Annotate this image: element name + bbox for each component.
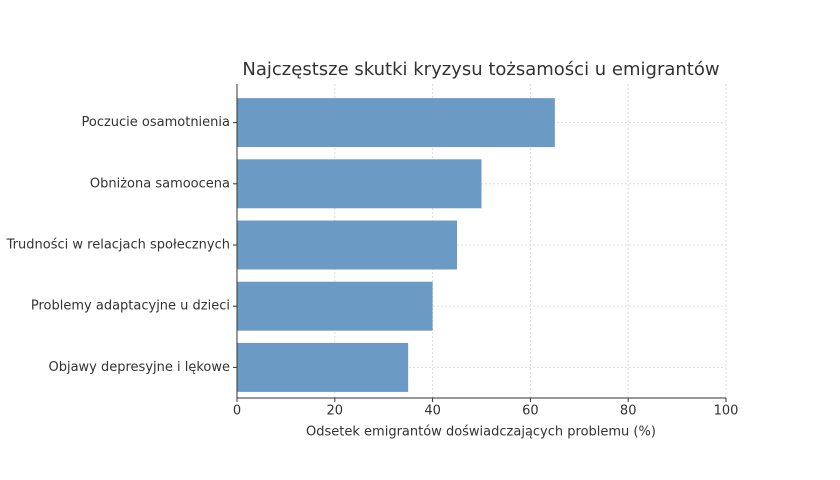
y-tick-label: Problemy adaptacyjne u dzieci [31, 299, 230, 314]
y-tick-label: Poczucie osamotnienia [81, 115, 230, 130]
y-tick-label: Objawy depresyjne i lękowe [48, 360, 230, 375]
x-tick-label: 80 [620, 404, 637, 419]
x-tick-label: 0 [233, 404, 241, 419]
bar [237, 281, 433, 331]
bar [237, 159, 482, 209]
y-tick-label: Obniżona samoocena [90, 176, 230, 191]
x-tick-label: 20 [327, 404, 344, 419]
x-tick-label: 40 [424, 404, 441, 419]
x-tick-label: 100 [714, 404, 739, 419]
x-axis-label: Odsetek emigrantów doświadczających prob… [306, 425, 656, 440]
bar [237, 220, 458, 270]
y-tick-label: Trudności w relacjach społecznych [6, 238, 230, 253]
x-tick-label: 60 [522, 404, 539, 419]
bar [237, 98, 555, 148]
chart-title: Najczęstsze skutki kryzysu tożsamości u … [242, 59, 719, 80]
bar [237, 342, 409, 392]
